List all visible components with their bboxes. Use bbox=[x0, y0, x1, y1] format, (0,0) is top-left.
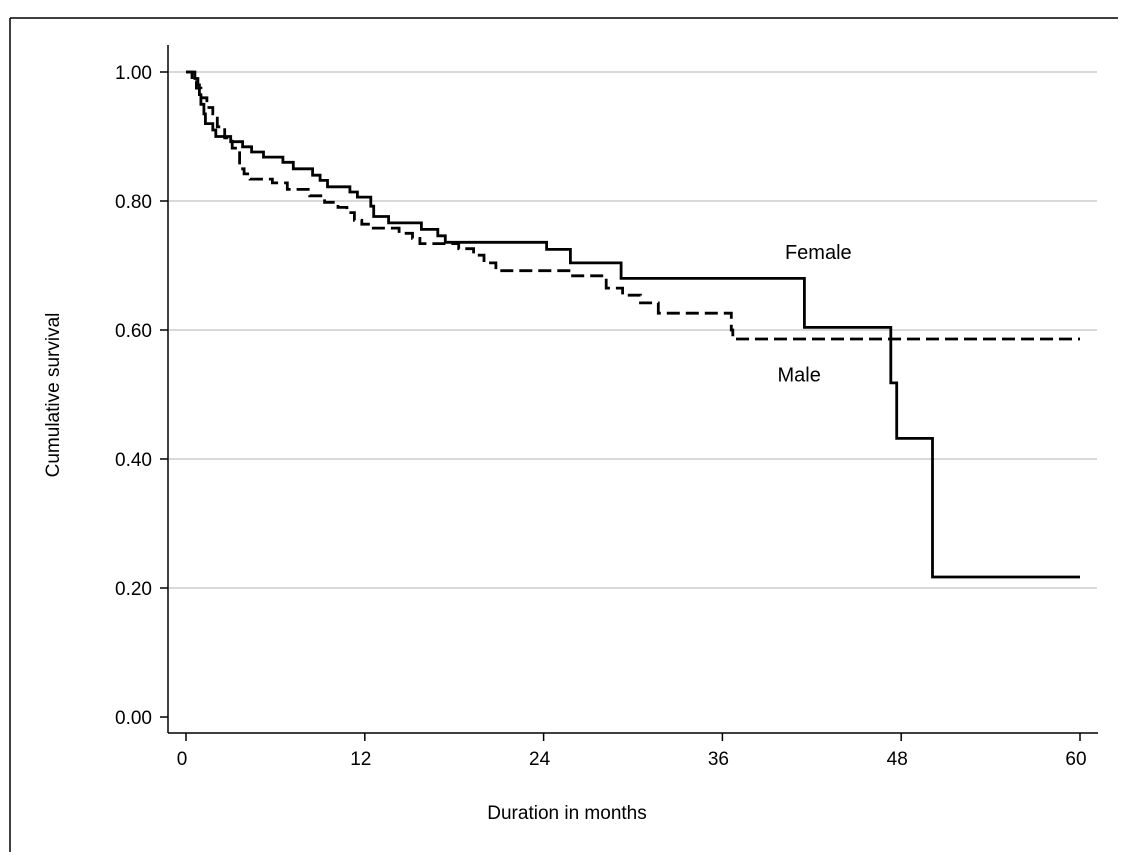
x-tick-label-0: 0 bbox=[177, 749, 188, 770]
annotation-male: Male bbox=[778, 365, 821, 387]
y-axis-title: Cumulative survival bbox=[43, 313, 64, 478]
y-tick-label-5: 1.00 bbox=[115, 63, 152, 84]
y-tick-label-2: 0.40 bbox=[115, 450, 152, 471]
x-tick-label-1: 12 bbox=[350, 749, 371, 770]
series-line-male bbox=[186, 70, 1080, 341]
y-tick-label-4: 0.80 bbox=[115, 192, 152, 213]
annotation-female: Female bbox=[785, 242, 852, 264]
x-tick-label-3: 36 bbox=[708, 749, 729, 770]
x-tick-label-2: 24 bbox=[529, 749, 551, 770]
y-tick-label-0: 0.00 bbox=[115, 708, 152, 729]
x-tick-label-4: 48 bbox=[887, 749, 908, 770]
x-tick-label-5: 60 bbox=[1065, 749, 1086, 770]
y-tick-label-1: 0.20 bbox=[115, 579, 152, 600]
x-axis-title: Duration in months bbox=[487, 803, 646, 824]
y-tick-label-3: 0.60 bbox=[115, 321, 152, 342]
series-line-female bbox=[186, 70, 1080, 579]
